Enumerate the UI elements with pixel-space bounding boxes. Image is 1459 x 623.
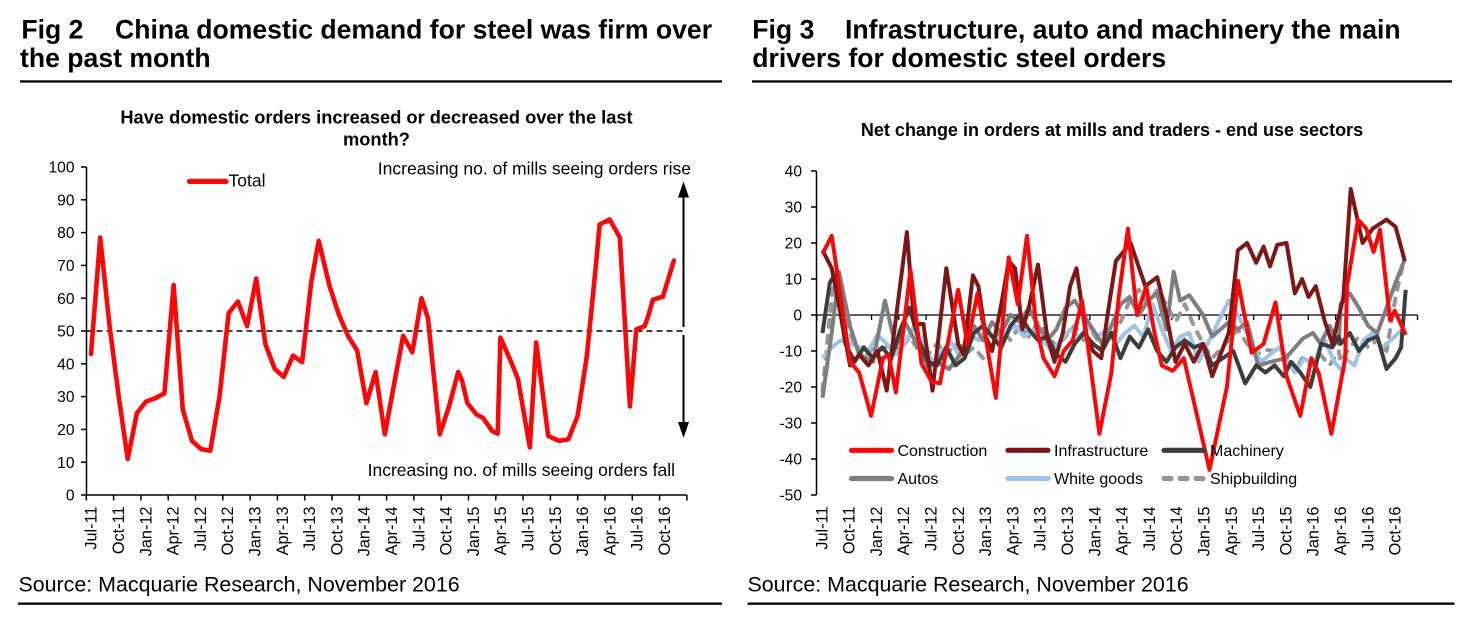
- svg-text:Infrastructure, auto and machi: Infrastructure, auto and machinery the m…: [845, 15, 1401, 45]
- svg-text:Fig 2: Fig 2: [21, 15, 83, 45]
- svg-text:Increasing no. of mills seeing: Increasing no. of mills seeing orders ri…: [378, 159, 691, 179]
- svg-text:40: 40: [57, 356, 75, 373]
- svg-text:-40: -40: [779, 452, 802, 469]
- svg-text:Oct-13: Oct-13: [1059, 507, 1077, 556]
- svg-text:70: 70: [57, 258, 75, 275]
- svg-text:Oct-12: Oct-12: [219, 507, 237, 556]
- svg-text:Oct-15: Oct-15: [547, 507, 565, 556]
- svg-text:Jul-16: Jul-16: [629, 507, 647, 551]
- svg-text:10: 10: [785, 272, 803, 289]
- svg-text:Source: Macquarie Research, No: Source: Macquarie Research, November 201…: [748, 573, 1189, 597]
- svg-text:Jan-12: Jan-12: [868, 507, 886, 557]
- svg-text:Jul-16: Jul-16: [1359, 507, 1377, 551]
- svg-text:Fig 3: Fig 3: [752, 15, 814, 45]
- svg-text:-50: -50: [779, 488, 802, 505]
- svg-text:Apr-12: Apr-12: [895, 507, 913, 556]
- svg-text:month?: month?: [343, 129, 410, 150]
- svg-text:Have domestic orders increased: Have domestic orders increased or decrea…: [120, 107, 632, 128]
- svg-text:90: 90: [57, 192, 75, 209]
- svg-text:Shipbuilding: Shipbuilding: [1210, 471, 1297, 488]
- svg-text:Oct-11: Oct-11: [110, 507, 128, 555]
- svg-text:20: 20: [57, 422, 75, 439]
- svg-text:Apr-13: Apr-13: [1004, 507, 1022, 556]
- svg-text:Jul-13: Jul-13: [301, 507, 319, 551]
- svg-text:Apr-15: Apr-15: [492, 507, 510, 556]
- svg-text:Source: Macquarie Research, No: Source: Macquarie Research, November 201…: [19, 573, 460, 597]
- svg-text:50: 50: [57, 324, 75, 341]
- svg-text:Oct-16: Oct-16: [1387, 507, 1405, 556]
- svg-text:Jul-15: Jul-15: [520, 507, 538, 551]
- svg-text:Oct-16: Oct-16: [656, 507, 674, 556]
- svg-text:Jan-13: Jan-13: [977, 507, 995, 557]
- svg-text:0: 0: [793, 308, 802, 325]
- svg-text:30: 30: [785, 200, 803, 217]
- svg-text:Jul-12: Jul-12: [192, 507, 210, 551]
- svg-text:Jul-14: Jul-14: [410, 507, 428, 551]
- svg-text:Oct-14: Oct-14: [438, 507, 456, 556]
- svg-text:80: 80: [57, 225, 75, 242]
- svg-text:40: 40: [785, 164, 803, 181]
- svg-text:Jan-15: Jan-15: [1196, 507, 1214, 557]
- svg-text:Jan-15: Jan-15: [465, 507, 483, 557]
- svg-text:Jul-11: Jul-11: [83, 507, 101, 550]
- svg-text:Jul-15: Jul-15: [1250, 507, 1268, 551]
- svg-text:Apr-14: Apr-14: [1114, 507, 1132, 556]
- svg-text:20: 20: [785, 236, 803, 253]
- svg-text:Jan-16: Jan-16: [1305, 507, 1323, 557]
- svg-text:Jul-11: Jul-11: [813, 507, 831, 550]
- svg-text:Jan-13: Jan-13: [247, 507, 265, 557]
- svg-text:Jul-13: Jul-13: [1032, 507, 1050, 551]
- svg-text:-30: -30: [779, 416, 802, 433]
- svg-text:Apr-16: Apr-16: [601, 507, 619, 556]
- svg-text:100: 100: [48, 160, 74, 177]
- svg-text:China domestic demand for stee: China domestic demand for steel was firm…: [115, 15, 712, 45]
- svg-text:-20: -20: [779, 380, 802, 397]
- svg-text:-10: -10: [779, 344, 802, 361]
- svg-text:Jan-12: Jan-12: [137, 507, 155, 557]
- svg-text:Apr-15: Apr-15: [1223, 507, 1241, 556]
- svg-text:Oct-14: Oct-14: [1168, 507, 1186, 556]
- svg-text:Apr-16: Apr-16: [1332, 507, 1350, 556]
- svg-text:Construction: Construction: [898, 443, 988, 460]
- svg-text:the past month: the past month: [20, 43, 211, 73]
- svg-text:Machinery: Machinery: [1210, 443, 1284, 460]
- svg-text:Jul-14: Jul-14: [1141, 507, 1159, 551]
- svg-text:Oct-12: Oct-12: [950, 507, 968, 556]
- svg-text:30: 30: [57, 389, 75, 406]
- svg-text:10: 10: [57, 455, 75, 472]
- svg-text:Jul-12: Jul-12: [923, 507, 941, 551]
- svg-text:Oct-15: Oct-15: [1277, 507, 1295, 556]
- svg-text:60: 60: [57, 291, 75, 308]
- svg-text:drivers for domestic steel ord: drivers for domestic steel orders: [752, 43, 1166, 73]
- svg-text:Oct-11: Oct-11: [841, 507, 859, 555]
- svg-text:Jan-14: Jan-14: [1086, 507, 1104, 557]
- svg-text:0: 0: [66, 488, 75, 505]
- svg-text:Oct-13: Oct-13: [328, 507, 346, 556]
- svg-text:White goods: White goods: [1054, 471, 1143, 488]
- svg-text:Increasing no. of mills seeing: Increasing no. of mills seeing orders fa…: [368, 460, 675, 480]
- svg-text:Infrastructure: Infrastructure: [1054, 443, 1148, 460]
- svg-text:Jan-16: Jan-16: [574, 507, 592, 557]
- svg-text:Apr-13: Apr-13: [274, 507, 292, 556]
- svg-text:Jan-14: Jan-14: [356, 507, 374, 557]
- svg-text:Apr-14: Apr-14: [383, 507, 401, 556]
- svg-text:Total: Total: [229, 171, 266, 191]
- svg-text:Apr-12: Apr-12: [165, 507, 183, 556]
- svg-text:Net change in orders at mills: Net change in orders at mills and trader…: [861, 120, 1363, 140]
- svg-text:Autos: Autos: [898, 471, 939, 488]
